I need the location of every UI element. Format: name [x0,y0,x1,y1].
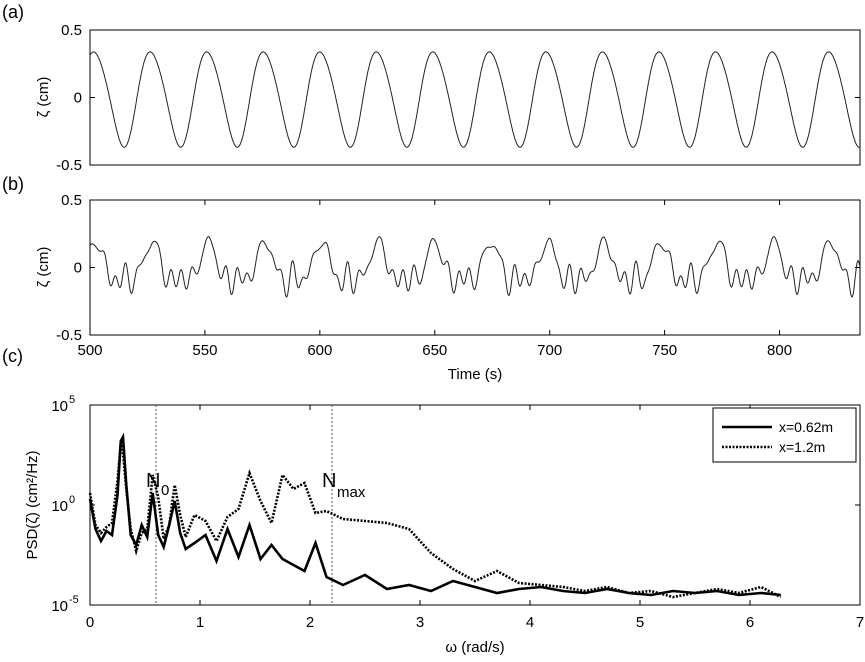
panel-c-x-ticks: 0 1 2 3 4 5 6 7 [86,405,864,631]
panel-c-xtick-label: 6 [746,614,754,631]
panel-c-xtick-label: 5 [636,614,644,631]
panel-c-label: (c) [2,346,23,366]
panel-c-legend: x=0.62m x=1.2m [712,407,857,463]
panel-b-xtick-label: 750 [652,342,677,359]
panel-c-vline-label: N [322,470,336,492]
legend-box [712,407,857,463]
panel-b-xtick-label: 800 [767,342,792,359]
panel-c-vline-sublabel: 0 [161,482,169,499]
panel-b-xtick-label: 700 [537,342,562,359]
panel-c-series-x0_62m [88,432,781,597]
legend-label-dotted: x=1.2m [779,439,825,455]
panel-b-label: (b) [2,174,24,194]
panel-a-label: (a) [2,2,24,22]
panel-b-xtick-label: 650 [422,342,447,359]
panel-b-ytick-label: -0.5 [56,327,82,344]
panel-c-ytick-exponent: 0 [69,494,75,506]
panel-b-xtick-label: 600 [307,342,332,359]
panel-b-ytick-label: 0 [74,260,82,277]
panel-c-ytick-exponent: -5 [69,594,79,606]
panel-b-xtick-label: 550 [192,342,217,359]
panel-a-ytick-label: 0.5 [61,22,82,39]
panel-c-xtick-label: 4 [526,614,534,631]
panel-b-y-ticks: 0.5 0 -0.5 [56,192,860,344]
panel-c-ytick-exponent: 5 [69,394,75,406]
panel-b-ytick-label: 0.5 [61,192,82,209]
panel-a-frame [89,29,861,166]
panel-b-frame [89,199,861,336]
panel-c-series-x1_2m [88,442,782,599]
panel-b-series-line [89,236,860,298]
legend-label-solid: x=0.62m [779,419,833,435]
panel-c-ytick-label: 10 [51,398,68,415]
panel-c-xtick-label: 0 [86,614,94,631]
panel-a-series-line [89,51,861,148]
panel-a: (a) 0.5 0 -0.5 ζ (cm) [2,2,861,174]
panel-c-xtick-label: 1 [196,614,204,631]
panel-a-ytick-label: -0.5 [56,157,82,174]
panel-b-ylabel: ζ (cm) [35,247,52,288]
panel-c-xtick-label: 2 [306,614,314,631]
panel-b: (b) 0.5 0 -0.5 500 550 600 650 700 750 800 ζ (cm… [2,174,861,383]
panel-b-xtick-label: 500 [77,342,102,359]
panel-a-ylabel: ζ (cm) [35,77,52,118]
panel-a-y-ticks: 0.5 0 -0.5 [56,22,860,174]
panel-c-xtick-label: 3 [416,614,424,631]
panel-c-ytick-label: 10 [51,498,68,515]
panel-c-ytick-label: 10 [51,598,68,615]
panel-c-xlabel: ω (rad/s) [445,639,504,656]
panel-b-x-ticks: 500 550 600 650 700 750 800 [77,200,792,359]
panel-b-xlabel: Time (s) [448,366,502,383]
panel-c-xtick-label: 7 [856,614,864,631]
panel-c-ylabel: PSD(ζ) (cm²/Hz) [24,450,41,559]
panel-c-vline-sublabel: max [337,484,366,501]
panel-a-ytick-label: 0 [74,90,82,107]
